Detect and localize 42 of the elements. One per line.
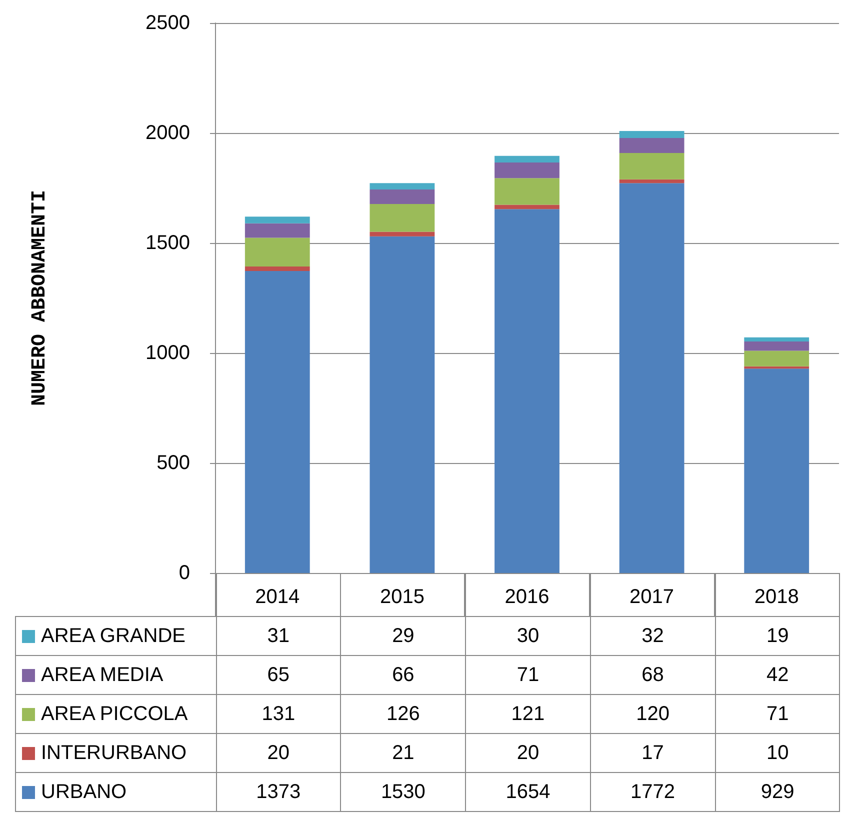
legend-label: URBANO [16, 772, 216, 812]
legend-label: INTERURBANO [16, 734, 216, 772]
data-label: 19 [715, 616, 840, 656]
y-tick-label: 0 [178, 562, 190, 584]
data-label: 32 [590, 616, 716, 656]
y-axis-title: NUMERO ABBONAMENTI [28, 190, 52, 406]
data-label: 126 [340, 694, 466, 734]
data-label: 31 [216, 616, 341, 656]
y-tick-label: 1000 [146, 342, 190, 364]
legend-label: AREA PICCOLA [16, 694, 216, 734]
y-tick-label: 2000 [146, 122, 190, 144]
legend-label: AREA MEDIA [16, 656, 216, 694]
data-label: 131 [216, 694, 341, 734]
legend-label: AREA GRANDE [16, 616, 216, 656]
x-tick-label: 2018 [754, 586, 799, 608]
data-label: 29 [340, 616, 466, 656]
data-label: 20 [216, 734, 341, 772]
data-label: 1772 [590, 772, 716, 812]
data-label: 1654 [466, 772, 590, 812]
data-label: 71 [466, 656, 590, 694]
data-label: 1373 [216, 772, 341, 812]
data-label: 30 [466, 616, 590, 656]
data-label: 17 [590, 734, 716, 772]
data-label: 929 [715, 772, 840, 812]
x-tick-label: 2016 [504, 586, 550, 608]
data-label: 68 [590, 656, 716, 694]
data-label: 71 [715, 694, 840, 734]
data-label: 20 [466, 734, 590, 772]
data-label: 1530 [340, 772, 466, 812]
data-label: 66 [340, 656, 466, 694]
x-tick-label: 2015 [380, 586, 424, 608]
data-label: 21 [340, 734, 466, 772]
x-tick-label: 2014 [255, 586, 300, 608]
y-tick-label: 2500 [146, 12, 190, 34]
y-tick-label: 500 [156, 452, 190, 474]
data-label: 10 [715, 734, 840, 772]
data-label: 65 [216, 656, 341, 694]
data-label: 121 [466, 694, 590, 734]
y-tick-label: 1500 [146, 232, 190, 254]
data-label: 42 [715, 656, 840, 694]
x-tick-label: 2017 [630, 586, 674, 608]
data-label: 120 [590, 694, 716, 734]
